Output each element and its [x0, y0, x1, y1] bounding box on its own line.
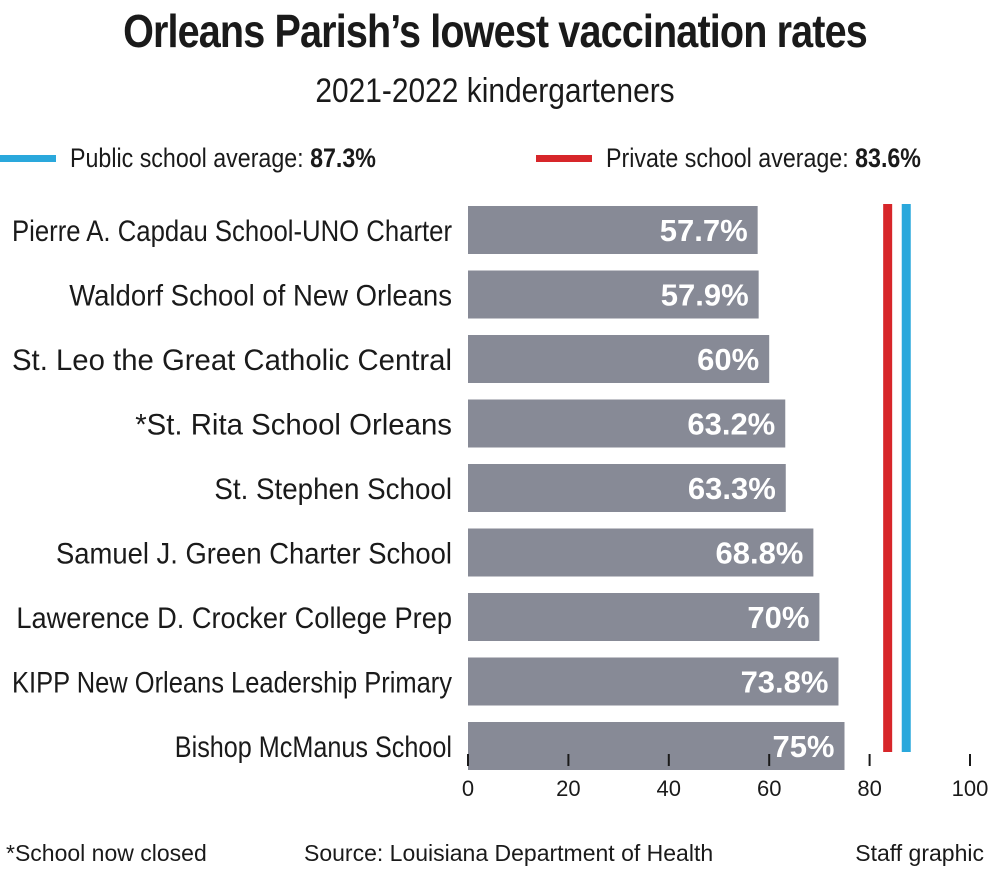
- x-tick-label: 0: [462, 776, 474, 801]
- bar-value-label: 68.8%: [715, 536, 803, 571]
- bar: [468, 657, 839, 706]
- bar-chart: 57.7% Pierre A. Capdau School-UNO Charter…: [12, 204, 989, 801]
- legend-private: Private school average: 83.6%: [536, 138, 972, 178]
- bar: [468, 270, 759, 319]
- legend-private-swatch: [536, 154, 592, 162]
- legend-public-swatch: [0, 154, 56, 162]
- bar-value-label: 70%: [747, 600, 809, 635]
- bar: [468, 593, 820, 641]
- category-label: Pierre A. Capdau School-UNO Charter: [12, 215, 452, 248]
- bar-value-label: 75%: [772, 729, 834, 764]
- bar-value-label: 73.8%: [741, 665, 829, 700]
- chart-title: Orleans Parish’s lowest vaccination rate…: [123, 5, 868, 57]
- reference-line-public: [901, 204, 911, 752]
- legend-public-value: 87.3%: [310, 142, 376, 173]
- category-label: KIPP New Orleans Leadership Primary: [12, 667, 452, 700]
- bar: [468, 335, 770, 383]
- x-tick-label: 20: [556, 776, 580, 801]
- credit-note: Staff graphic: [855, 840, 984, 866]
- bar-value-label: 63.2%: [687, 407, 775, 442]
- x-tick-label: 80: [857, 776, 881, 801]
- bar: [468, 464, 786, 512]
- legend-private-value: 83.6%: [855, 142, 921, 173]
- category-label: St. Leo the Great Catholic Central: [12, 344, 452, 377]
- bar-value-label: 57.9%: [661, 278, 749, 313]
- category-label: Waldorf School of New Orleans: [69, 280, 452, 313]
- source-note: Source: Louisiana Department of Health: [304, 840, 714, 866]
- legend-public-label: Public school average:: [70, 142, 304, 173]
- category-label: *St. Rita School Orleans: [135, 409, 452, 442]
- category-label: St. Stephen School: [214, 473, 452, 506]
- legend-private-label: Private school average:: [606, 142, 849, 173]
- bar-value-label: 60%: [697, 342, 759, 377]
- footnote: *School now closed: [6, 840, 207, 866]
- bar-value-label: 63.3%: [688, 471, 776, 506]
- x-tick-label: 60: [757, 776, 781, 801]
- bar-value-label: 57.7%: [660, 213, 748, 248]
- bar: [468, 722, 845, 770]
- category-label: Bishop McManus School: [175, 731, 452, 764]
- x-tick-label: 40: [657, 776, 681, 801]
- legend-private-text: Private school average: 83.6%: [606, 143, 921, 174]
- x-tick-label: 100: [952, 776, 989, 801]
- legend-public: Public school average: 87.3%: [0, 138, 426, 178]
- category-label: Lawerence D. Crocker College Prep: [16, 602, 452, 635]
- category-label: Samuel J. Green Charter School: [56, 538, 452, 571]
- chart-subtitle: 2021-2022 kindergarteners: [315, 72, 675, 110]
- bar: [468, 399, 786, 448]
- bar: [468, 528, 814, 577]
- bar: [468, 206, 758, 254]
- legend-public-text: Public school average: 87.3%: [70, 143, 376, 174]
- reference-line-private: [883, 204, 893, 752]
